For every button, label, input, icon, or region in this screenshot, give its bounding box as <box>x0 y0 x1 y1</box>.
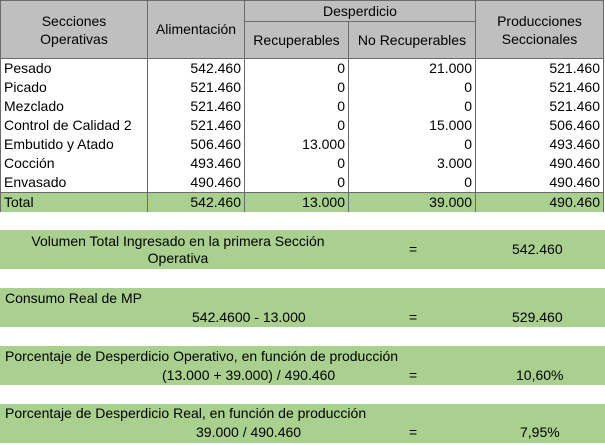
real-waste-block: Porcentaje de Desperdicio Real, en funci… <box>0 404 605 443</box>
row-input: 542.460 <box>147 58 245 78</box>
row-non-recoverable: 21.000 <box>348 58 476 78</box>
header-section-line1: Secciones <box>41 12 107 29</box>
row-non-recoverable: 0 <box>348 173 476 193</box>
real-consumption-equals: = <box>409 309 418 325</box>
table-row: Embutido y Atado 506.460 13.000 0 493.46… <box>0 135 604 154</box>
row-section-name: Mezclado <box>0 97 148 116</box>
row-output: 521.460 <box>475 97 604 116</box>
volume-total-value: 542.460 <box>512 241 563 257</box>
header-output-line2: Seccionales <box>501 30 578 47</box>
total-non-recoverable: 39.000 <box>348 192 476 213</box>
operative-waste-block: Porcentaje de Desperdicio Operativo, en … <box>0 346 605 385</box>
row-section-name: Picado <box>0 78 148 97</box>
header-input: Alimentación <box>147 0 245 59</box>
row-output: 521.460 <box>475 58 604 78</box>
real-waste-label: Porcentaje de Desperdicio Real, en funci… <box>5 405 367 421</box>
production-table: Secciones Operativas Alimentación Desper… <box>0 0 604 213</box>
row-non-recoverable: 15.000 <box>348 116 476 135</box>
row-recoverable: 0 <box>244 116 349 135</box>
total-label: Total <box>0 192 148 213</box>
real-consumption-block: Consumo Real de MP 542.4600 - 13.000 = 5… <box>0 288 605 327</box>
header-recoverable: Recuperables <box>244 21 349 59</box>
row-recoverable: 13.000 <box>244 135 349 154</box>
row-section-name: Control de Calidad 2 <box>0 116 148 135</box>
table-row: Picado 521.460 0 0 521.460 <box>0 78 604 97</box>
row-output: 490.460 <box>475 154 604 173</box>
row-input: 490.460 <box>147 173 245 193</box>
table-row: Envasado 490.460 0 0 490.460 <box>0 173 604 193</box>
total-input: 542.460 <box>147 192 245 213</box>
row-non-recoverable: 0 <box>348 135 476 154</box>
row-output: 493.460 <box>475 135 604 154</box>
row-input: 521.460 <box>147 97 245 116</box>
header-section: Secciones Operativas <box>0 0 148 59</box>
header-output: Producciones Seccionales <box>475 0 604 59</box>
total-row: Total 542.460 13.000 39.000 490.460 <box>0 192 604 213</box>
total-output: 490.460 <box>475 192 604 213</box>
table-row: Pesado 542.460 0 21.000 521.460 <box>0 58 604 78</box>
operative-waste-label: Porcentaje de Desperdicio Operativo, en … <box>5 348 399 364</box>
header-output-line1: Producciones <box>497 12 582 29</box>
row-non-recoverable: 0 <box>348 78 476 97</box>
volume-total-label-line2: Operativa <box>147 250 209 266</box>
table-row: Cocción 493.460 0 3.000 490.460 <box>0 154 604 173</box>
operative-waste-equals: = <box>409 367 418 383</box>
row-recoverable: 0 <box>244 173 349 193</box>
row-recoverable: 0 <box>244 154 349 173</box>
volume-total-block: Volumen Total Ingresado en la primera Se… <box>0 230 605 269</box>
total-recoverable: 13.000 <box>244 192 349 213</box>
table-row: Control de Calidad 2 521.460 0 15.000 50… <box>0 116 604 135</box>
real-consumption-label: Consumo Real de MP <box>5 290 142 306</box>
header-waste: Desperdicio <box>244 0 476 22</box>
row-input: 521.460 <box>147 116 245 135</box>
real-waste-equals: = <box>409 424 418 440</box>
real-consumption-formula: 542.4600 - 13.000 <box>192 309 306 325</box>
row-input: 493.460 <box>147 154 245 173</box>
table-row: Mezclado 521.460 0 0 521.460 <box>0 97 604 116</box>
header-non-recoverable: No Recuperables <box>348 21 476 59</box>
real-waste-value: 7,95% <box>520 424 560 440</box>
real-consumption-value: 529.460 <box>512 309 563 325</box>
row-recoverable: 0 <box>244 78 349 97</box>
volume-total-label: Volumen Total Ingresado en la primera Se… <box>0 233 356 267</box>
row-non-recoverable: 0 <box>348 97 476 116</box>
row-section-name: Envasado <box>0 173 148 193</box>
row-section-name: Pesado <box>0 58 148 78</box>
volume-total-label-line1: Volumen Total Ingresado en la primera Se… <box>31 233 325 249</box>
real-waste-formula: 39.000 / 490.460 <box>196 424 302 440</box>
operative-waste-value: 10,60% <box>516 367 564 383</box>
row-recoverable: 0 <box>244 58 349 78</box>
row-output: 506.460 <box>475 116 604 135</box>
row-input: 506.460 <box>147 135 245 154</box>
row-output: 521.460 <box>475 78 604 97</box>
row-section-name: Embutido y Atado <box>0 135 148 154</box>
operative-waste-formula: (13.000 + 39.000) / 490.460 <box>162 367 336 383</box>
row-input: 521.460 <box>147 78 245 97</box>
row-output: 490.460 <box>475 173 604 193</box>
row-section-name: Cocción <box>0 154 148 173</box>
row-non-recoverable: 3.000 <box>348 154 476 173</box>
header-section-line2: Operativas <box>40 30 108 47</box>
volume-total-equals: = <box>409 241 418 257</box>
row-recoverable: 0 <box>244 97 349 116</box>
